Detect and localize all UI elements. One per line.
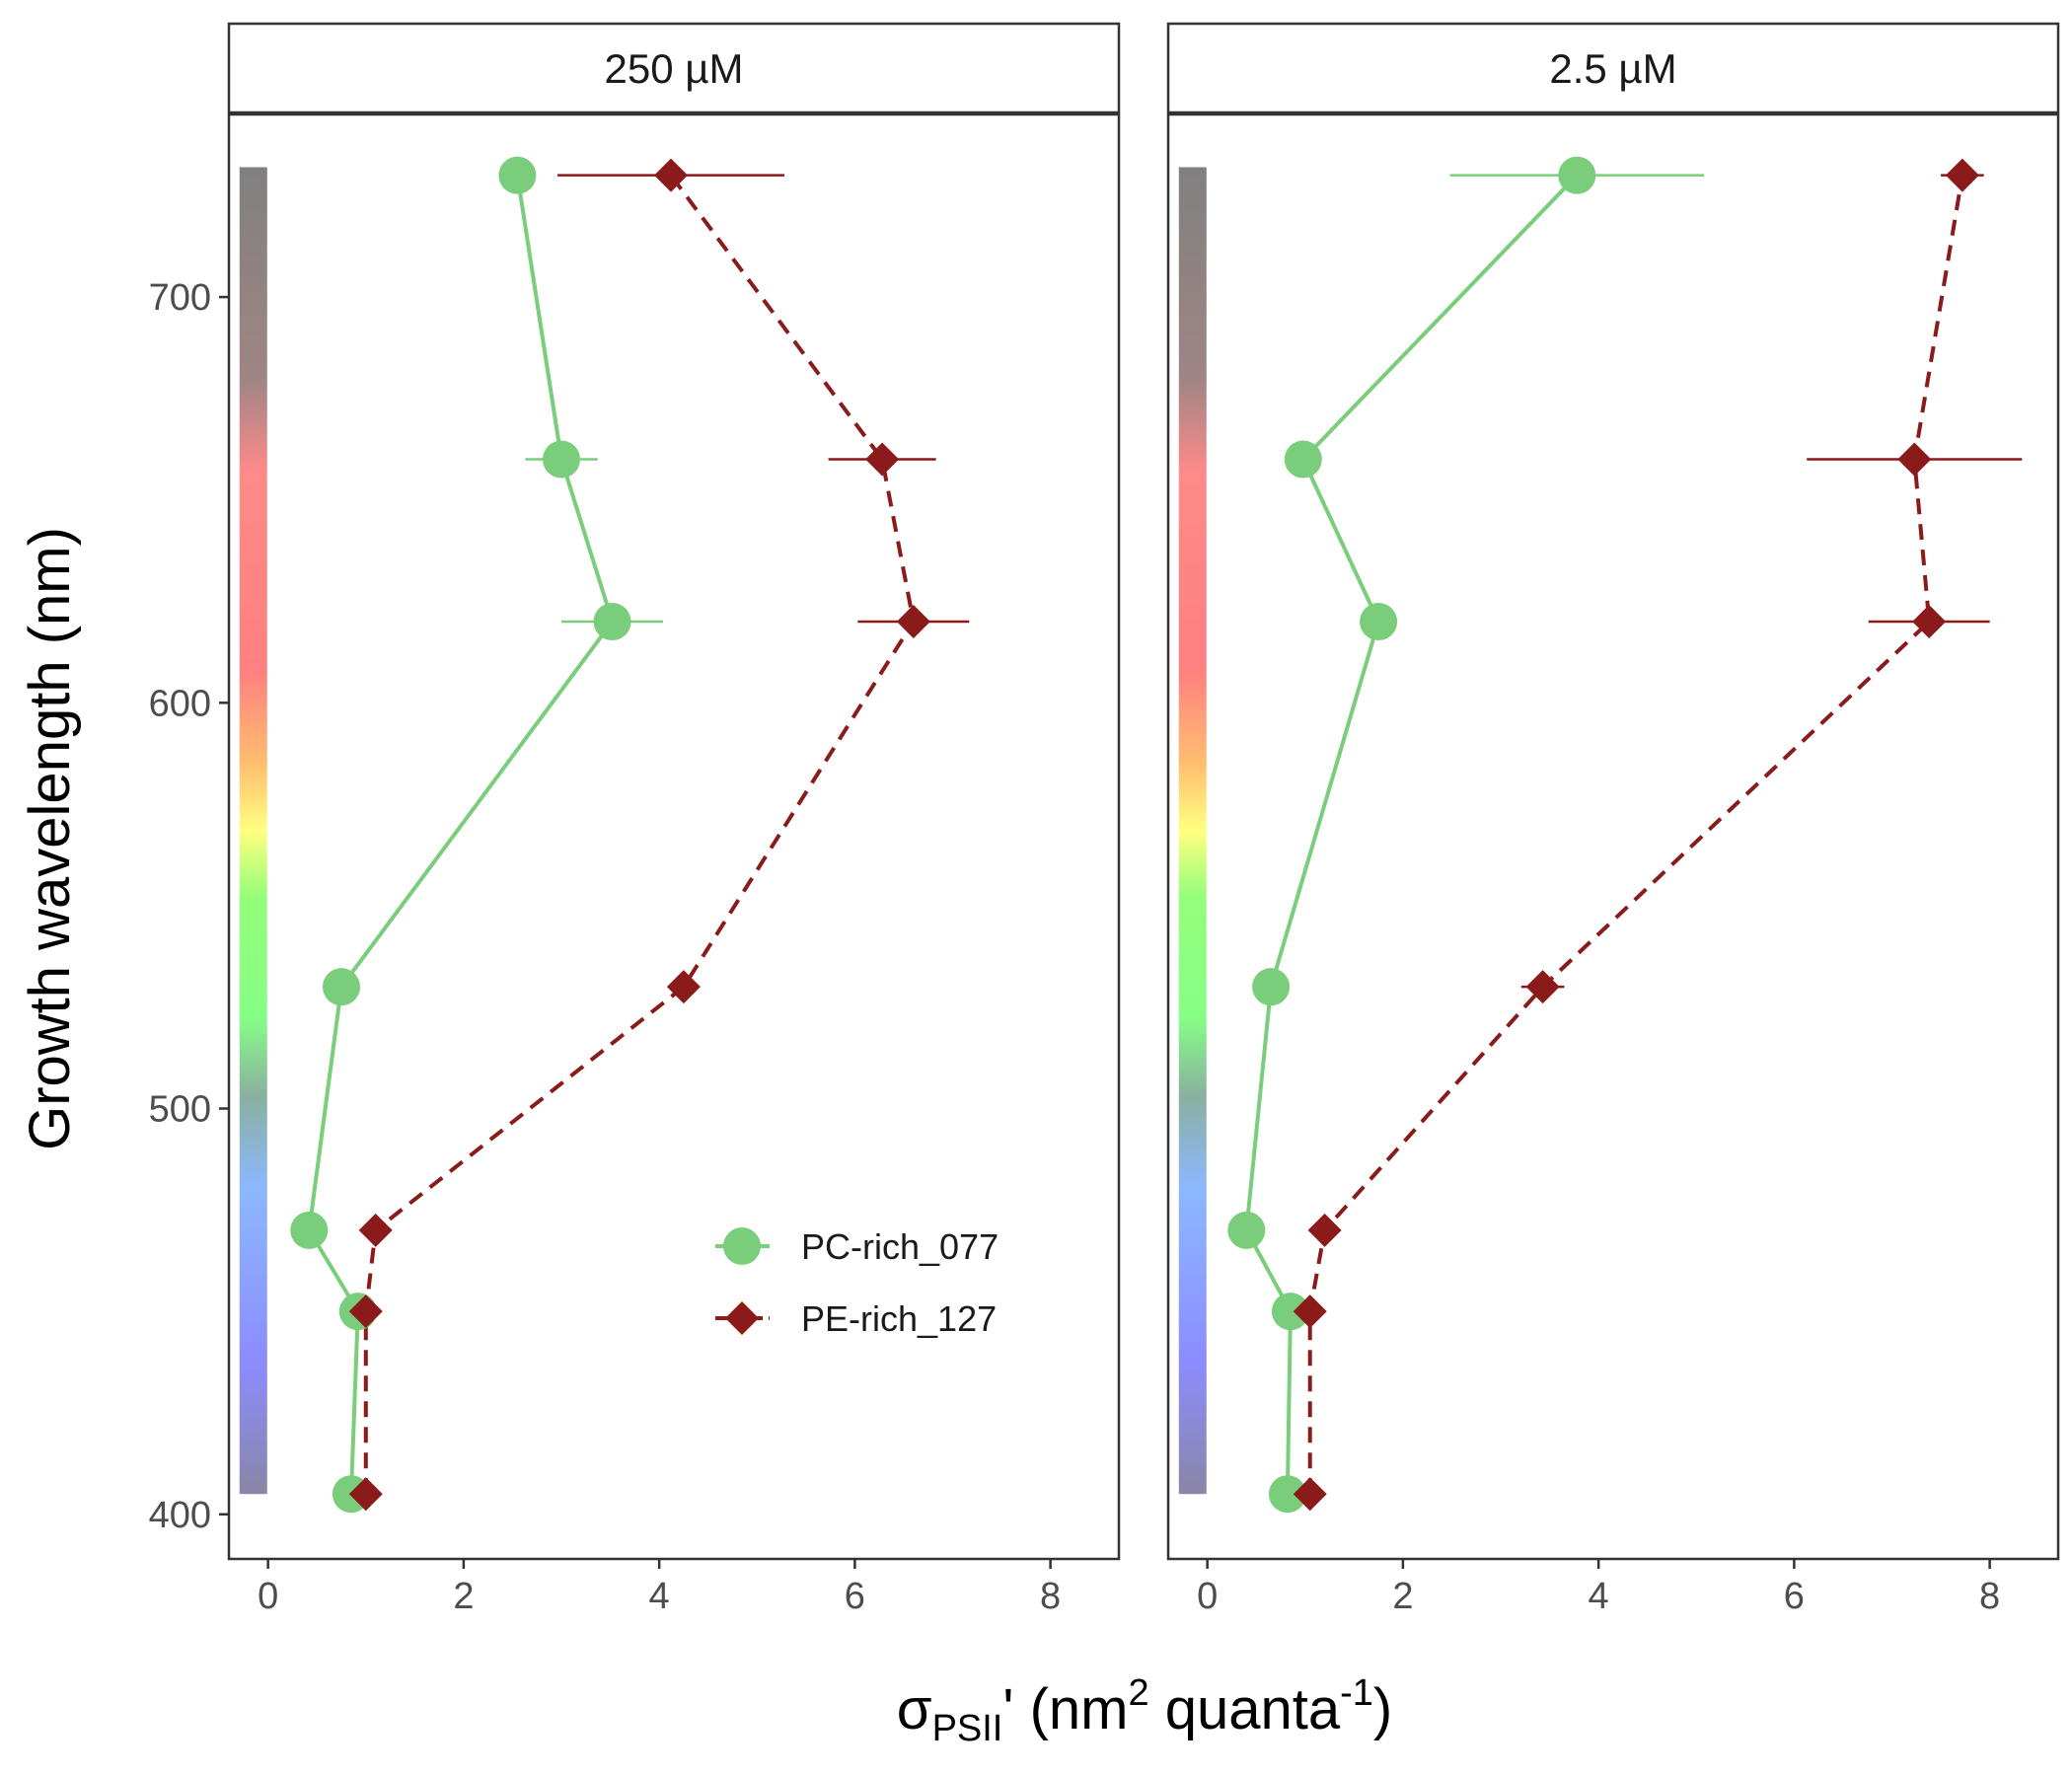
pc-point	[543, 440, 581, 479]
panel-strip	[1166, 22, 2060, 114]
legend-pc-marker	[723, 1227, 761, 1265]
x-axis-title-superscript-1: 2	[1128, 1672, 1148, 1714]
pe-point	[896, 605, 930, 639]
x-axis-title-superscript-2: -1	[1340, 1672, 1373, 1714]
pc-point	[1284, 440, 1322, 479]
pc-point	[1558, 156, 1596, 194]
x-tick-label: 2	[453, 1576, 474, 1617]
pc-point	[1360, 603, 1398, 641]
pc-point	[1252, 968, 1291, 1006]
pc-point	[593, 603, 631, 641]
legend-pe-marker	[725, 1301, 759, 1335]
x-tick-label: 6	[845, 1576, 865, 1617]
pe-point	[1912, 605, 1947, 639]
panel-1: 250 µM 0 2 4 6 8 400 500 600 700	[149, 22, 1121, 1617]
pe-point	[1293, 1295, 1327, 1329]
panels: 250 µM 0 2 4 6 8 400 500 600 700 2.5 µM 0 2 4 6 8 PC-ric…	[149, 22, 2060, 1617]
pe-series-line	[1307, 175, 1964, 1495]
legend-pc-label: PC-rich_077	[801, 1226, 999, 1267]
legend-pe-label: PE-rich_127	[801, 1298, 997, 1339]
pc-point	[498, 156, 537, 194]
pe-point	[348, 1295, 383, 1329]
pe-point	[1897, 442, 1932, 477]
x-tick-label: 4	[1589, 1576, 1609, 1617]
x-axis-title: σPSII' (nm2 quanta-1)	[897, 1672, 1392, 1749]
pe-point	[865, 442, 900, 477]
x-tick-label: 0	[1197, 1576, 1218, 1617]
y-tick-label: 500	[149, 1089, 211, 1131]
pe-point	[1525, 970, 1560, 1004]
y-tick-label: 400	[149, 1495, 211, 1536]
pc-point	[1271, 1293, 1309, 1331]
x-tick-label: 8	[1040, 1576, 1061, 1617]
x-axis-title-quanta: quanta	[1149, 1677, 1341, 1741]
pe-point	[1307, 1213, 1342, 1247]
y-tick-label: 600	[149, 683, 211, 724]
pe-point	[348, 1477, 383, 1512]
pe-point	[1945, 158, 1979, 192]
y-tick-label: 700	[149, 277, 211, 319]
x-axis-title-prime: ' (nm	[1002, 1677, 1128, 1741]
panel-2: 2.5 µM 0 2 4 6 8	[1166, 22, 2060, 1617]
x-tick-label: 0	[258, 1576, 278, 1617]
panel-strip-label: 2.5 µM	[1549, 45, 1676, 92]
panel-strip-label: 250 µM	[605, 45, 744, 92]
pc-point	[1227, 1211, 1266, 1249]
x-tick-label: 6	[1784, 1576, 1805, 1617]
y-axis-title: Growth wavelength (nm)	[18, 527, 82, 1150]
x-tick-label: 4	[649, 1576, 670, 1617]
spectrum-bar	[239, 167, 267, 1495]
pc-point	[1268, 1475, 1306, 1514]
panel-frame	[227, 112, 1121, 1561]
x-tick-label: 2	[1392, 1576, 1413, 1617]
legend: PC-rich_077 PE-rich_127	[715, 1226, 999, 1339]
pe-point	[1293, 1477, 1327, 1512]
pc-point	[290, 1211, 329, 1249]
x-tick-label: 8	[1979, 1576, 2000, 1617]
panel-strip	[227, 22, 1121, 114]
x-axis-title-close: )	[1373, 1677, 1392, 1741]
x-axis-title-subscript: PSII	[932, 1708, 1003, 1749]
pe-point	[654, 158, 689, 192]
pe-series-line	[363, 174, 916, 1495]
pc-point	[322, 968, 360, 1006]
spectrum-bar	[1178, 167, 1207, 1495]
pe-point	[358, 1213, 393, 1247]
x-axis-title-sigma: σ	[897, 1677, 932, 1741]
pe-point	[666, 970, 701, 1004]
panel-frame	[1166, 112, 2060, 1561]
